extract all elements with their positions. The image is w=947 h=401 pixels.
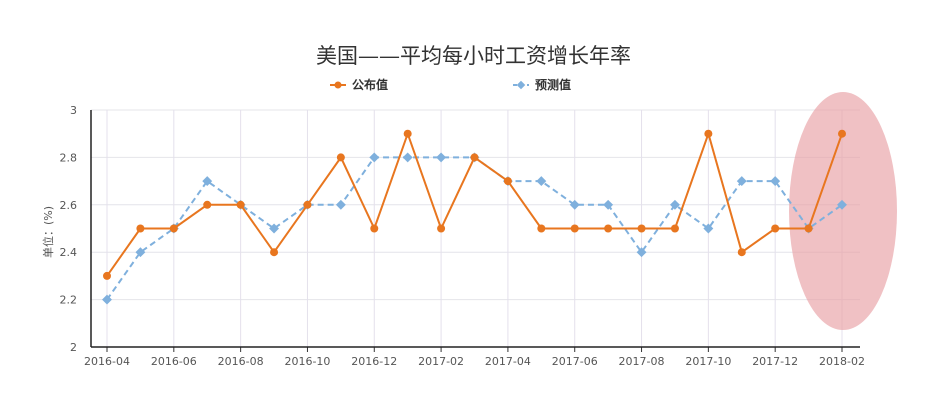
highlight-ellipse <box>789 92 897 330</box>
forecast-point <box>536 176 547 187</box>
published-point <box>804 224 813 233</box>
published-point <box>370 224 379 233</box>
published-point <box>470 153 479 162</box>
published-point <box>570 224 579 233</box>
highlight-ellipse-shape <box>789 92 897 330</box>
published-point <box>270 248 279 257</box>
legend-label-forecast: 预测值 <box>535 77 571 92</box>
forecast-point <box>402 152 413 163</box>
y-tick-label: 2.6 <box>60 199 78 212</box>
x-tick-label: 2016-12 <box>351 355 397 368</box>
forecast-point <box>603 199 614 210</box>
x-tick-label: 2017-06 <box>552 355 598 368</box>
published-point <box>203 200 212 209</box>
x-tick-label: 2017-02 <box>418 355 464 368</box>
legend-label-published: 公布值 <box>352 77 388 92</box>
legend: 公布值 预测值 <box>330 77 571 92</box>
published-point <box>303 200 312 209</box>
published-point <box>336 153 345 162</box>
x-tick-label: 2016-06 <box>151 355 197 368</box>
x-tick-label: 2018-02 <box>819 355 865 368</box>
published-point <box>737 248 746 257</box>
x-tick-label: 2017-10 <box>685 355 731 368</box>
published-point <box>704 129 713 138</box>
y-tick-label: 2.8 <box>60 151 78 164</box>
grid <box>91 109 860 347</box>
forecast-point <box>569 199 580 210</box>
published-point <box>670 224 679 233</box>
published-point <box>604 224 613 233</box>
x-tick-label: 2016-10 <box>284 355 330 368</box>
axes: 2 2.2 2.4 2.6 2.8 3 2016-04 2016-06 2016-08 2016-… <box>60 104 865 368</box>
published-point <box>236 200 245 209</box>
forecast-point <box>837 199 847 210</box>
forecast-series-line <box>106 156 843 301</box>
x-tick-label: 2016-04 <box>84 355 130 368</box>
published-point <box>503 177 512 186</box>
forecast-point <box>703 223 714 234</box>
y-tick-label: 3 <box>70 104 77 117</box>
y-tick-label: 2.4 <box>60 246 78 259</box>
x-tick-label: 2017-08 <box>619 355 665 368</box>
x-tick-label: 2016-08 <box>218 355 264 368</box>
forecast-point <box>369 152 380 163</box>
forecast-point <box>135 247 146 258</box>
legend-item-published[interactable]: 公布值 <box>330 77 388 92</box>
published-point <box>838 129 846 138</box>
published-point <box>437 224 446 233</box>
published-point <box>771 224 780 233</box>
forecast-point <box>269 223 279 234</box>
forecast-point <box>202 176 213 187</box>
y-axis-label: 单位：(%) <box>41 206 55 258</box>
series <box>102 129 847 305</box>
forecast-point <box>770 176 781 187</box>
published-point <box>403 129 412 138</box>
published-point <box>103 271 111 280</box>
y-tick-label: 2 <box>70 341 77 354</box>
published-point <box>537 224 546 233</box>
forecast-point <box>670 199 680 210</box>
forecast-point <box>736 176 747 187</box>
published-point <box>169 224 178 233</box>
x-tick-label: 2017-04 <box>485 355 531 368</box>
forecast-point <box>335 199 346 210</box>
forecast-point <box>636 247 647 258</box>
published-point <box>136 224 145 233</box>
x-tick-label: 2017-12 <box>752 355 798 368</box>
legend-item-forecast[interactable]: 预测值 <box>513 77 571 92</box>
y-tick-label: 2.2 <box>60 294 78 307</box>
forecast-point <box>436 152 447 163</box>
chart-title: 美国——平均每小时工资增长年率 <box>316 44 631 68</box>
published-point <box>637 224 646 233</box>
